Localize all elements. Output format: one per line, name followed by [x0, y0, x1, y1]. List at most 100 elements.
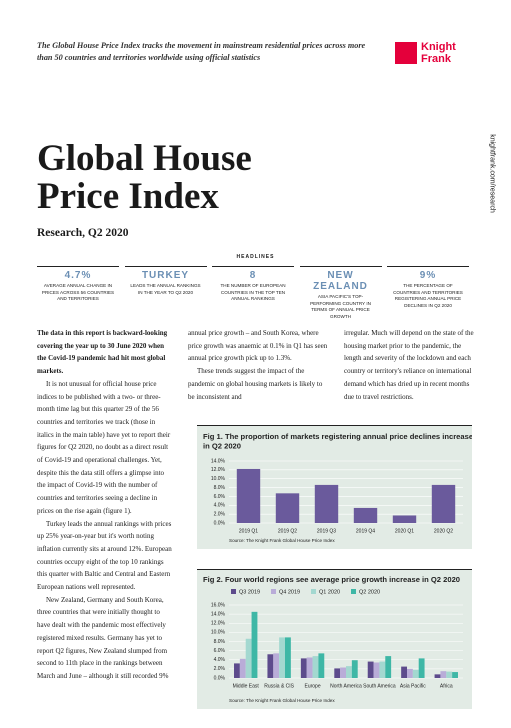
side-text: knightfrank.com/research: [488, 134, 496, 213]
bar: [353, 507, 378, 523]
figure-title: Fig 1. The proportion of markets registe…: [203, 432, 472, 451]
bar: [385, 656, 392, 678]
bar: [431, 484, 456, 523]
bar: [306, 657, 313, 678]
x-tick-label: 2019 Q1: [239, 528, 258, 534]
logo: Knight Frank: [395, 40, 465, 70]
y-tick-label: 6.0%: [214, 494, 226, 500]
legend-label: Q1 2020: [319, 589, 340, 595]
x-tick-label: Asia Pacific: [400, 683, 426, 689]
x-tick-label: Middle East: [233, 683, 260, 689]
body-column: The data in this report is backward-look…: [37, 327, 172, 683]
paragraph: irregular. Much will depend on the state…: [344, 329, 474, 401]
y-tick-label: 6.0%: [214, 648, 226, 654]
y-tick-label: 14.0%: [211, 611, 226, 617]
figure: Fig 1. The proportion of markets registe…: [197, 425, 472, 549]
bar: [314, 484, 339, 523]
bar: [284, 637, 291, 678]
bar: [440, 671, 447, 678]
x-tick-label: Africa: [440, 683, 453, 689]
bar: [434, 674, 441, 678]
paragraph: It is not unusual for official house pri…: [37, 379, 171, 515]
y-tick-label: 10.0%: [211, 630, 226, 636]
bar: [267, 654, 274, 678]
title-line: Global House: [37, 138, 252, 179]
logo-text: Knight: [421, 41, 456, 53]
y-tick-label: 8.0%: [214, 639, 226, 645]
y-tick-label: 14.0%: [211, 458, 226, 464]
paragraph: Turkey leads the annual rankings with pr…: [37, 519, 172, 592]
y-tick-label: 12.0%: [211, 621, 226, 627]
intro: The Global House Price Index tracks the …: [37, 41, 366, 62]
subtitle: Research, Q2 2020: [37, 227, 129, 239]
y-tick-label: 10.0%: [211, 476, 226, 482]
bar: [367, 661, 374, 678]
y-tick-label: 8.0%: [214, 485, 226, 491]
paragraph: The data in this report is backward-look…: [37, 329, 168, 376]
x-tick-label: 2020 Q1: [395, 528, 414, 534]
logo-text: Frank: [421, 53, 451, 65]
headline-text: THE NUMBER OF EUROPEAN COUNTRIES IN THE …: [220, 283, 286, 301]
bar: [239, 658, 246, 678]
legend-swatch: [311, 589, 316, 594]
y-tick-label: 2.0%: [214, 666, 226, 672]
headline-value: 8: [249, 270, 257, 281]
x-tick-label: Europe: [305, 683, 321, 689]
headline: NEW ZEALAND ASIA PACIFIC'S TOP-PERFORMING…: [299, 266, 382, 320]
y-tick-label: 0.0%: [214, 675, 226, 681]
figure-source: Source: The Knight Frank Global House Pr…: [229, 538, 335, 543]
x-tick-label: 2019 Q3: [317, 528, 336, 534]
headline-value: 4.7%: [64, 270, 92, 281]
headline-text: ASIA PACIFIC'S TOP-PERFORMING COUNTRY IN…: [310, 294, 371, 319]
headline-text: LEADS THE ANNUAL RANKINGS IN THE YEAR TO…: [130, 283, 201, 295]
bar: [318, 653, 325, 678]
bar: [273, 653, 280, 678]
headline-text: AVERAGE ANNUAL CHANGE IN PRICES ACROSS 5…: [41, 283, 115, 301]
bar: [346, 666, 352, 678]
y-tick-label: 16.0%: [211, 602, 226, 608]
bar: [236, 468, 261, 523]
figure-title-line: in Q2 2020: [203, 442, 241, 451]
bar: [452, 672, 458, 678]
bar: [407, 668, 413, 678]
figure: Fig 2. Four world regions see average pr…: [197, 569, 472, 709]
y-tick-label: 12.0%: [211, 467, 226, 473]
bar: [401, 666, 408, 678]
bar: [418, 658, 425, 678]
bar: [312, 656, 319, 678]
headline: 9% THE PERCENTAGE OF COUNTRIES AND TERRIT…: [387, 266, 469, 309]
body-column: irregular. Much will depend on the state…: [344, 327, 476, 403]
bar: [279, 637, 285, 678]
figure-title-line: Fig 1. The proportion of markets registe…: [203, 432, 472, 441]
bar: [251, 611, 258, 678]
legend-label: Q4 2019: [279, 589, 300, 595]
figure-title: Fig 2. Four world regions see average pr…: [203, 575, 460, 584]
x-tick-label: North America: [330, 683, 362, 689]
headline: TURKEY LEADS THE ANNUAL RANKINGS IN THE Y…: [124, 266, 207, 296]
legend-swatch: [231, 589, 236, 594]
headline-value: 9%: [419, 270, 437, 281]
y-tick-label: 4.0%: [214, 503, 226, 509]
headline-value: TURKEY: [141, 270, 190, 281]
title-line: Price Index: [37, 176, 219, 217]
logo-mark: [395, 42, 417, 64]
bar: [340, 667, 346, 678]
headline-text: THE PERCENTAGE OF COUNTRIES AND TERRITOR…: [393, 283, 463, 308]
bar: [275, 493, 300, 523]
figure-background: [197, 569, 472, 709]
paragraph: These trends suggest the impact of the p…: [188, 367, 323, 401]
x-tick-label: 2019 Q2: [278, 528, 297, 534]
paragraph: annual price growth – and South Korea, w…: [188, 329, 328, 363]
x-tick-label: Russia & CIS: [264, 683, 294, 689]
bar: [300, 658, 307, 678]
bar: [334, 668, 341, 678]
x-tick-label: 2019 Q4: [356, 528, 375, 534]
bar: [351, 660, 358, 678]
paragraph: New Zealand, Germany and South Korea, th…: [37, 595, 169, 680]
y-tick-label: 0.0%: [214, 520, 226, 526]
body-column: annual price growth – and South Korea, w…: [188, 327, 328, 403]
y-tick-label: 2.0%: [214, 511, 226, 517]
y-tick-label: 4.0%: [214, 657, 226, 663]
x-tick-label: South America: [363, 683, 396, 689]
